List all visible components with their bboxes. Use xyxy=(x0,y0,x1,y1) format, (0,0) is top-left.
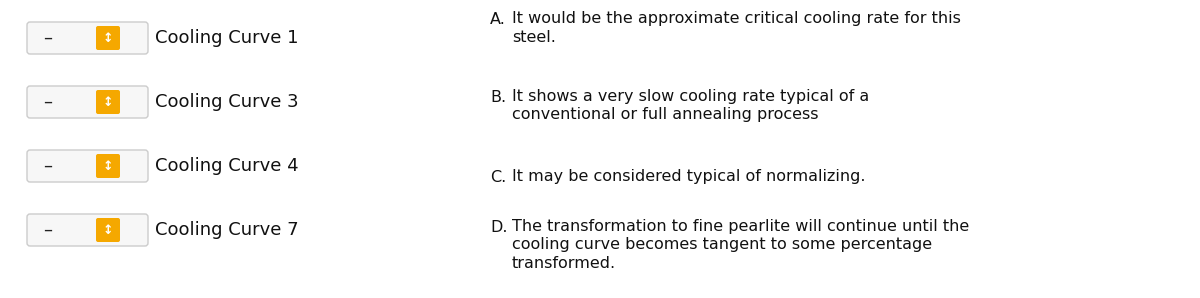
Text: Cooling Curve 7: Cooling Curve 7 xyxy=(155,221,299,239)
Text: transformed.: transformed. xyxy=(512,255,616,271)
Text: C.: C. xyxy=(490,170,506,184)
FancyBboxPatch shape xyxy=(96,218,120,242)
Text: –: – xyxy=(43,29,53,47)
Text: –: – xyxy=(43,157,53,175)
Text: ↕: ↕ xyxy=(103,159,113,173)
Text: –: – xyxy=(43,93,53,111)
FancyBboxPatch shape xyxy=(28,22,148,54)
Text: conventional or full annealing process: conventional or full annealing process xyxy=(512,108,818,122)
Text: A.: A. xyxy=(490,12,506,27)
Text: It may be considered typical of normalizing.: It may be considered typical of normaliz… xyxy=(512,170,865,184)
Text: It shows a very slow cooling rate typical of a: It shows a very slow cooling rate typica… xyxy=(512,89,869,105)
FancyBboxPatch shape xyxy=(28,86,148,118)
FancyBboxPatch shape xyxy=(96,26,120,50)
FancyBboxPatch shape xyxy=(28,150,148,182)
Text: Cooling Curve 1: Cooling Curve 1 xyxy=(155,29,299,47)
Text: steel.: steel. xyxy=(512,30,556,44)
Text: –: – xyxy=(43,221,53,239)
Text: The transformation to fine pearlite will continue until the: The transformation to fine pearlite will… xyxy=(512,220,970,235)
Text: ↕: ↕ xyxy=(103,95,113,108)
Text: ↕: ↕ xyxy=(103,224,113,237)
FancyBboxPatch shape xyxy=(96,154,120,178)
Text: cooling curve becomes tangent to some percentage: cooling curve becomes tangent to some pe… xyxy=(512,238,932,252)
Text: D.: D. xyxy=(490,220,508,235)
Text: Cooling Curve 3: Cooling Curve 3 xyxy=(155,93,299,111)
Text: It would be the approximate critical cooling rate for this: It would be the approximate critical coo… xyxy=(512,12,961,27)
Text: ↕: ↕ xyxy=(103,32,113,44)
Text: Cooling Curve 4: Cooling Curve 4 xyxy=(155,157,299,175)
FancyBboxPatch shape xyxy=(96,90,120,114)
FancyBboxPatch shape xyxy=(28,214,148,246)
Text: B.: B. xyxy=(490,89,506,105)
